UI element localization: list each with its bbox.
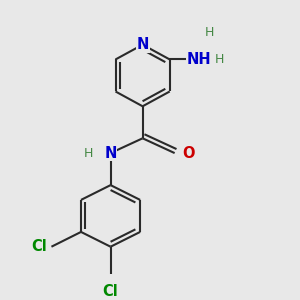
Text: O: O: [182, 146, 194, 160]
Text: H: H: [214, 53, 224, 66]
Text: N: N: [136, 37, 149, 52]
Text: NH: NH: [187, 52, 212, 67]
Text: H: H: [204, 26, 214, 39]
Text: Cl: Cl: [31, 239, 46, 254]
Text: N: N: [104, 146, 117, 160]
Text: Cl: Cl: [103, 284, 118, 299]
Text: H: H: [84, 147, 93, 160]
